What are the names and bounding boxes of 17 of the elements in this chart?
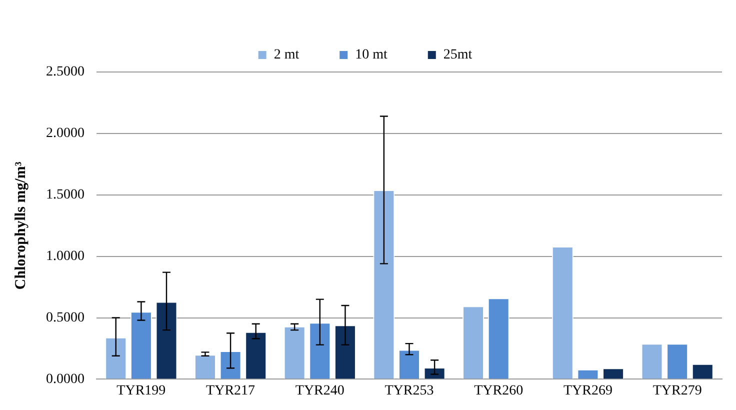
y-tick-label: 2.0000 [46,126,84,142]
y-tick-label: 0.0000 [46,372,84,387]
x-tick-label: TYR217 [206,383,256,398]
y-tick-label: 1.0000 [46,248,84,264]
x-tick-label: TYR240 [295,383,344,398]
x-tick-label: TYR199 [116,383,166,398]
x-tick-label: TYR253 [384,383,434,398]
legend-label: 10 mt [355,48,388,63]
x-tick-label: TYR269 [563,383,612,398]
legend-label: 25mt [443,48,472,63]
legend-label: 2 mt [274,48,300,63]
x-tick-label: TYR279 [652,383,702,398]
y-axis-title: Chlorophylls mg/m³ [12,161,29,290]
y-tick-label: 0.5000 [46,310,84,326]
y-tick-label: 1.5000 [46,188,84,203]
y-tick-label: 2.5000 [46,64,84,80]
x-tick-label: TYR260 [474,383,524,398]
